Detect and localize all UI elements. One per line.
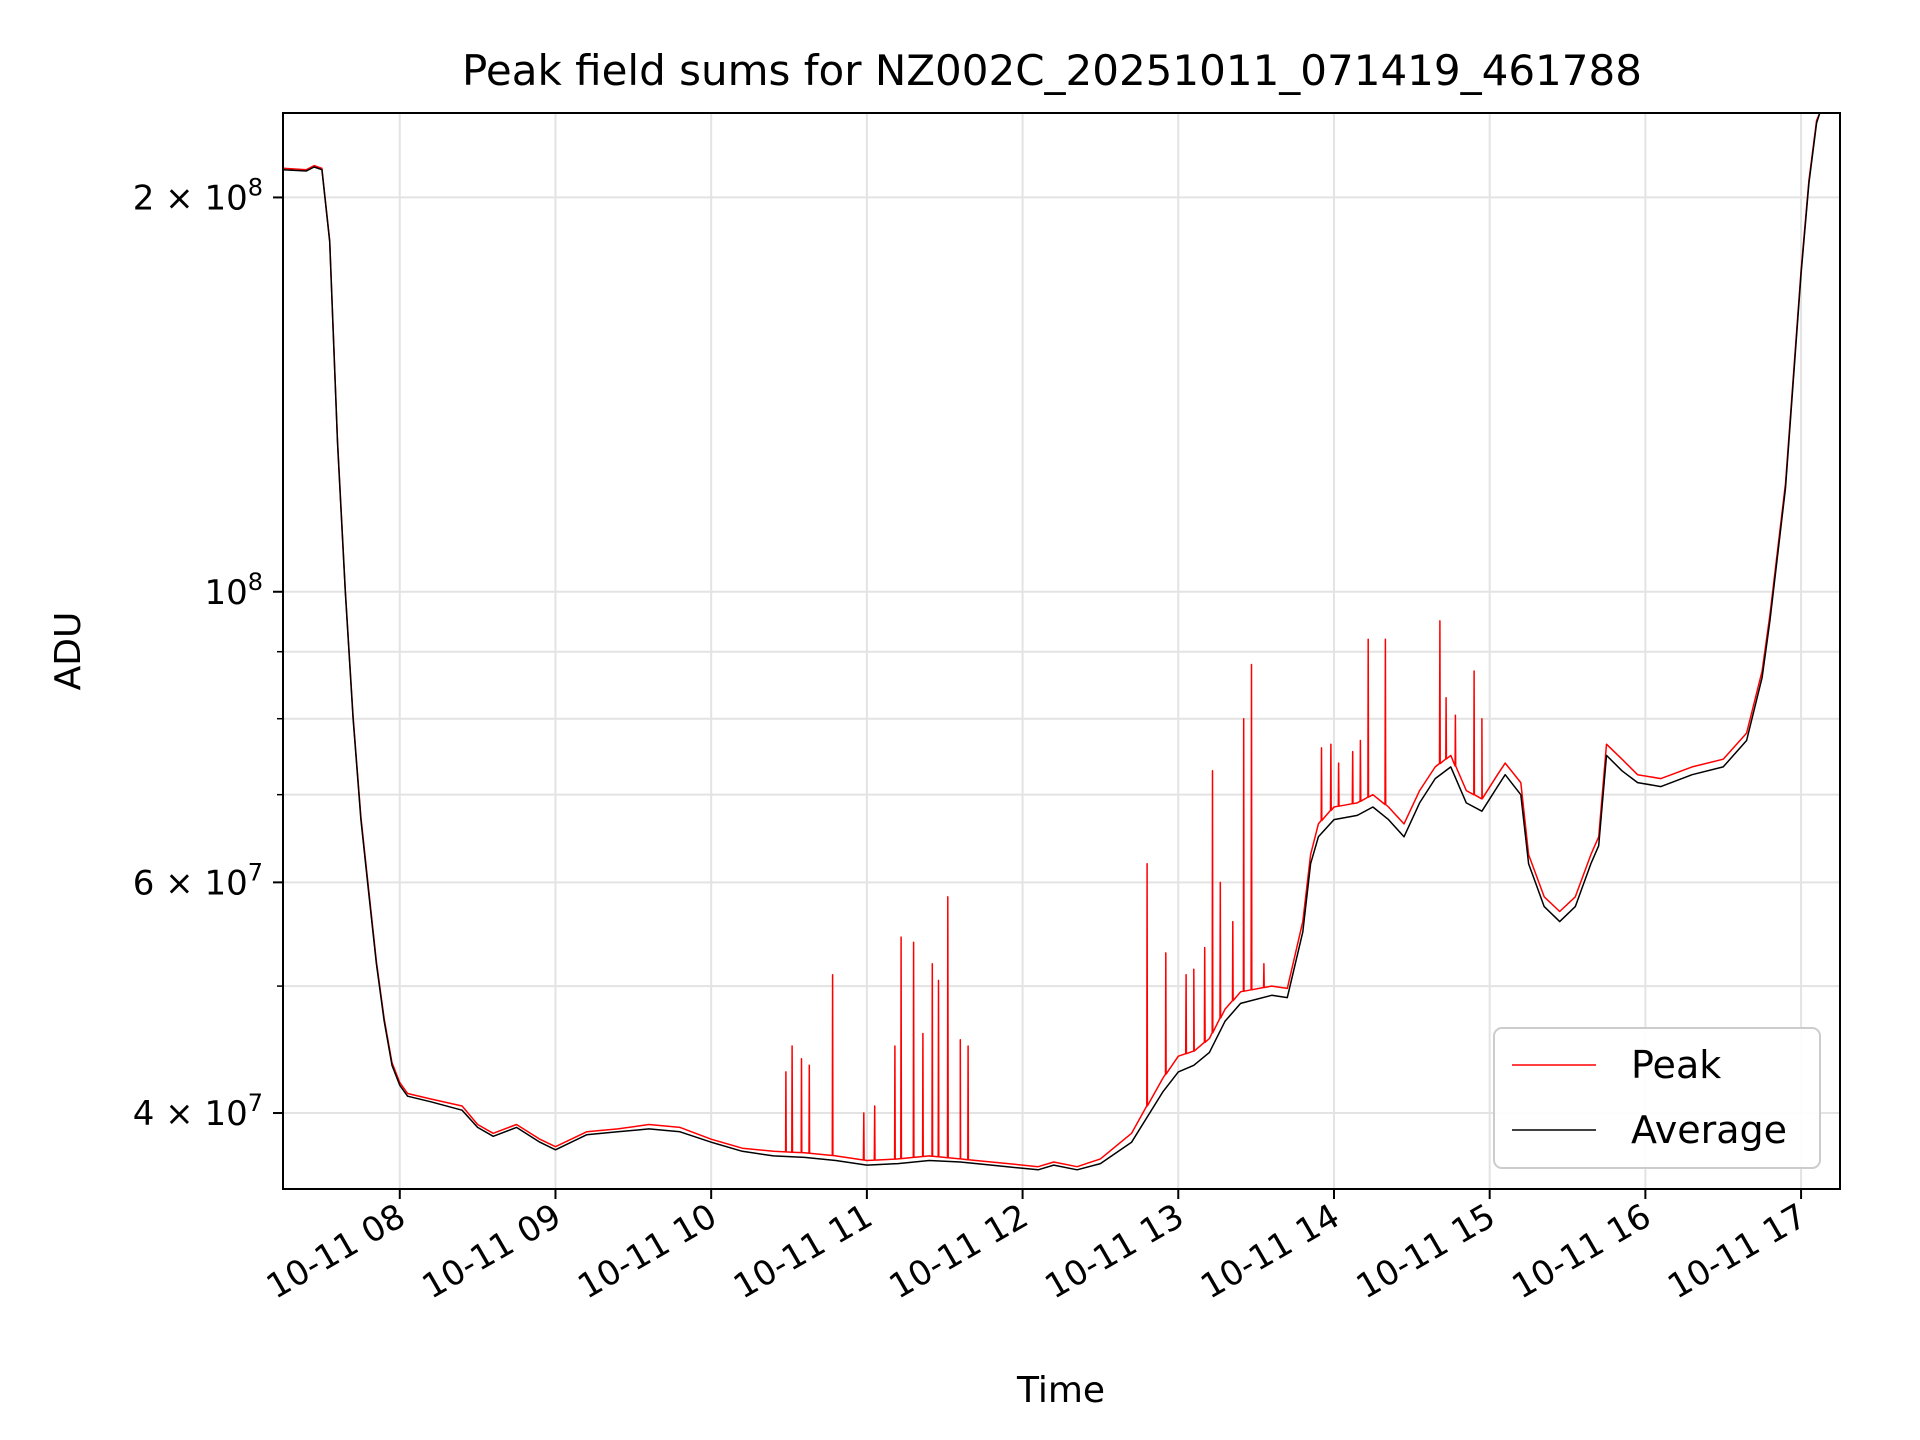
x-axis-title: Time xyxy=(1016,1370,1105,1411)
y-axis-title: ADU xyxy=(48,612,89,691)
y-tick-exponent: 8 xyxy=(248,568,263,596)
chart-title: Peak field sums for NZ002C_20251011_0714… xyxy=(462,46,1642,95)
grid xyxy=(283,113,1840,1189)
y-tick-exponent: 7 xyxy=(248,1089,263,1117)
plot-frame xyxy=(282,112,1841,1190)
series-line-peak xyxy=(283,113,1821,1168)
y-tick-label: 6 × 107 xyxy=(133,858,263,903)
y-tick-label: 2 × 108 xyxy=(133,173,263,218)
legend-label-average: Average xyxy=(1631,1108,1787,1152)
legend-label-peak: Peak xyxy=(1631,1043,1721,1087)
y-tick-exponent: 8 xyxy=(248,173,263,201)
series-layer xyxy=(283,113,1821,1171)
series-line-average xyxy=(283,113,1821,1171)
legend-box xyxy=(1493,1027,1821,1169)
legend: Peak Average xyxy=(1493,1027,1821,1169)
y-tick-label: 4 × 107 xyxy=(133,1089,263,1134)
y-tick-exponent: 7 xyxy=(248,858,263,886)
